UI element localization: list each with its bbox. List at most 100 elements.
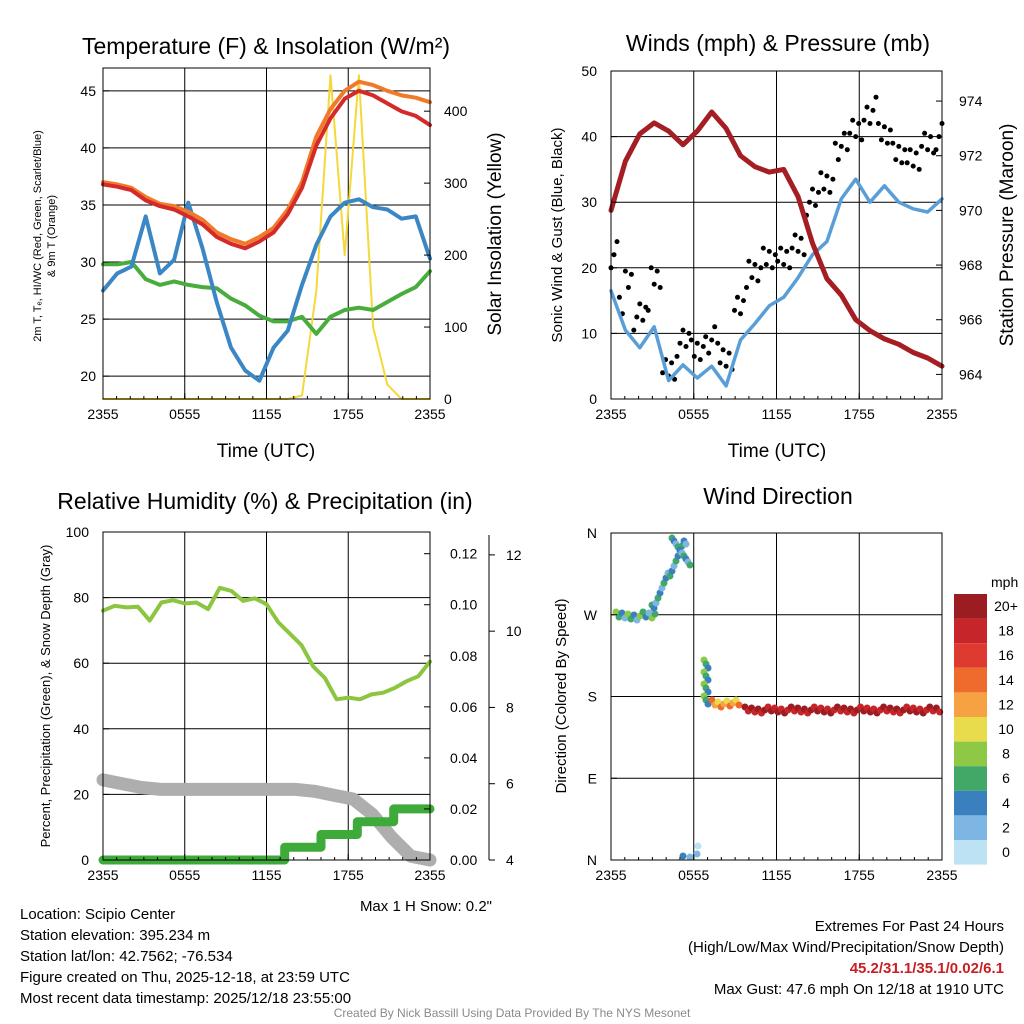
x-tick-label: 1155 (251, 406, 281, 422)
y-tick-label: N (587, 852, 597, 868)
x-tick-label: 0555 (678, 867, 709, 883)
x-tick-label: 2355 (926, 406, 957, 422)
colorbar-swatch (954, 667, 987, 693)
y2-tick-label: 966 (959, 312, 983, 328)
y-axis-label: 2m T, Tₑ, HI/WC (Red, Green, Scarlet/Blu… (32, 130, 44, 342)
gust-point (798, 235, 804, 241)
gust-point (792, 232, 798, 238)
y2-tick-label: 0.12 (450, 546, 477, 562)
gust-point (818, 170, 824, 176)
gust-point (816, 189, 821, 195)
x-tick-label: 2355 (414, 867, 445, 883)
gust-point (735, 294, 740, 300)
y2-tick-label: 0.06 (450, 699, 477, 715)
gust-point (611, 252, 617, 258)
direction-point (651, 610, 659, 618)
gust-point (677, 340, 683, 346)
gust-point (824, 173, 830, 179)
gust-point (838, 143, 844, 149)
x-tick-label: 0555 (678, 406, 709, 422)
x-tick-label: 2355 (87, 406, 118, 422)
extremes-fields: (High/Low/Max Wind/Precipitation/Snow De… (688, 939, 1004, 956)
gust-point (640, 317, 646, 323)
gust-point (672, 376, 678, 382)
direction-point (682, 540, 690, 548)
y2-tick-label: 300 (444, 175, 468, 191)
gust-point (616, 294, 622, 300)
gust-point (752, 262, 758, 267)
colorbar-swatch (954, 618, 987, 644)
x-tick-label: 2355 (595, 406, 626, 422)
gust-point (614, 239, 620, 245)
gust-point (864, 104, 870, 110)
series-line-dew-point (101, 260, 432, 336)
gust-point (715, 340, 721, 346)
x-tick-label: 1755 (333, 867, 364, 883)
y-tick-label: 30 (581, 194, 597, 210)
x-tick-label: 2355 (414, 406, 445, 422)
gust-point (654, 268, 660, 274)
x-axis-label: Time (UTC) (728, 441, 827, 462)
y3-tick-label: 12 (506, 547, 522, 563)
y-tick-label: 20 (581, 260, 597, 276)
y2-tick-label: 0.08 (450, 648, 477, 664)
colorbar-swatch (954, 766, 987, 791)
series-line-wind-chill (101, 197, 432, 383)
series-line-2m-temperature (101, 88, 432, 251)
x-tick-label: 1755 (844, 867, 875, 883)
gust-point (861, 117, 867, 123)
colorbar-swatch (954, 717, 987, 742)
x-tick-label: 1155 (761, 406, 791, 422)
gust-point (899, 160, 905, 166)
direction-point (936, 708, 944, 716)
colorbar-label: 0 (1002, 844, 1010, 860)
y2-tick-label: 0.02 (450, 801, 477, 817)
y2-tick-label: 100 (444, 319, 468, 335)
gust-point (749, 275, 755, 281)
gust-point (784, 248, 790, 254)
gust-point (910, 163, 916, 169)
gust-point (758, 265, 764, 271)
gust-point (878, 137, 884, 143)
gust-point (683, 344, 689, 349)
gust-point (778, 245, 784, 251)
y3-tick-label: 8 (506, 699, 514, 715)
snow-annotation: Max 1 H Snow: 0.2" (360, 898, 492, 915)
gust-point (887, 127, 893, 133)
series-line-sonic-wind (609, 177, 944, 388)
y2-tick-label: 0.04 (450, 750, 477, 766)
gust-point (706, 350, 712, 356)
gust-point (830, 176, 836, 182)
y2-axis-label: Solar Insolation (Yellow) (485, 132, 506, 335)
gust-point (789, 245, 795, 251)
gust-point (933, 147, 939, 153)
gust-point (936, 134, 942, 140)
colorbar-label: 4 (1002, 795, 1010, 811)
y-tick-label: N (587, 525, 597, 541)
gust-point (694, 340, 700, 346)
y-tick-label: 25 (80, 311, 96, 327)
gust-point (717, 360, 723, 366)
gust-point (772, 252, 778, 258)
colorbar-label: 10 (998, 721, 1014, 737)
gust-point (919, 143, 925, 149)
gust-point (720, 347, 726, 353)
y-tick-label: S (588, 689, 597, 705)
created-text: Figure created on Thu, 2025-12-18, at 23… (20, 969, 350, 986)
gust-point (744, 285, 749, 290)
extremes-title: Extremes For Past 24 Hours (814, 918, 1004, 935)
y-tick-label: 20 (73, 786, 89, 802)
latlon-text: Station lat/lon: 42.7562; -76.534 (20, 948, 233, 965)
gust-point (669, 360, 675, 366)
recent-data-text: Most recent data timestamp: 2025/12/18 2… (20, 990, 352, 1007)
gust-point (881, 124, 887, 130)
gust-point (703, 334, 709, 340)
y-tick-label: 50 (581, 63, 597, 79)
direction-point (679, 852, 687, 860)
y-tick-label: 0 (589, 391, 597, 407)
y2-axis-label: Station Pressure (Maroon) (997, 124, 1018, 347)
y3-tick-label: 4 (506, 852, 514, 868)
gust-point (832, 140, 838, 146)
y2-tick-label: 0 (444, 391, 452, 407)
gust-point (795, 248, 801, 254)
